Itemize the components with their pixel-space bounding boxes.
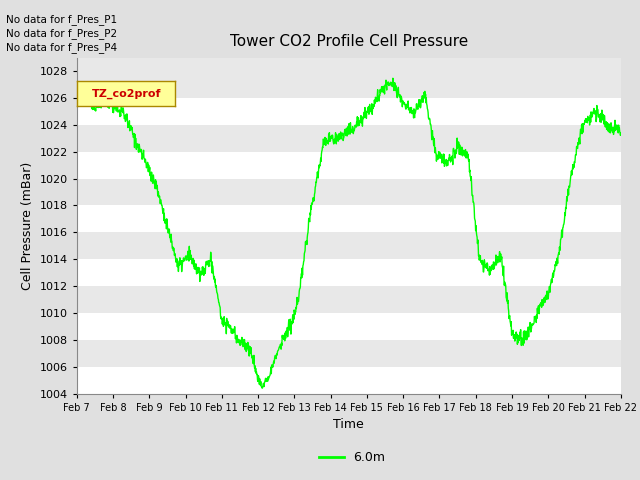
Bar (77, 152, 621, 179)
X-axis label: Time: Time (333, 418, 364, 431)
Text: No data for f_Pres_P2: No data for f_Pres_P2 (6, 28, 118, 39)
Title: Tower CO2 Profile Cell Pressure: Tower CO2 Profile Cell Pressure (230, 35, 468, 49)
Bar (77, 125, 621, 152)
Bar (77, 340, 621, 367)
Bar (77, 313, 621, 340)
Text: No data for f_Pres_P1: No data for f_Pres_P1 (6, 13, 118, 24)
Legend: 6.0m: 6.0m (314, 446, 390, 469)
Bar (77, 179, 621, 205)
Bar (77, 232, 621, 259)
Bar (77, 259, 621, 286)
Bar (77, 367, 621, 394)
Bar (77, 98, 621, 125)
Bar (77, 71, 621, 98)
Y-axis label: Cell Pressure (mBar): Cell Pressure (mBar) (21, 161, 34, 290)
Text: No data for f_Pres_P4: No data for f_Pres_P4 (6, 42, 118, 53)
Bar (77, 286, 621, 313)
Bar (77, 205, 621, 232)
